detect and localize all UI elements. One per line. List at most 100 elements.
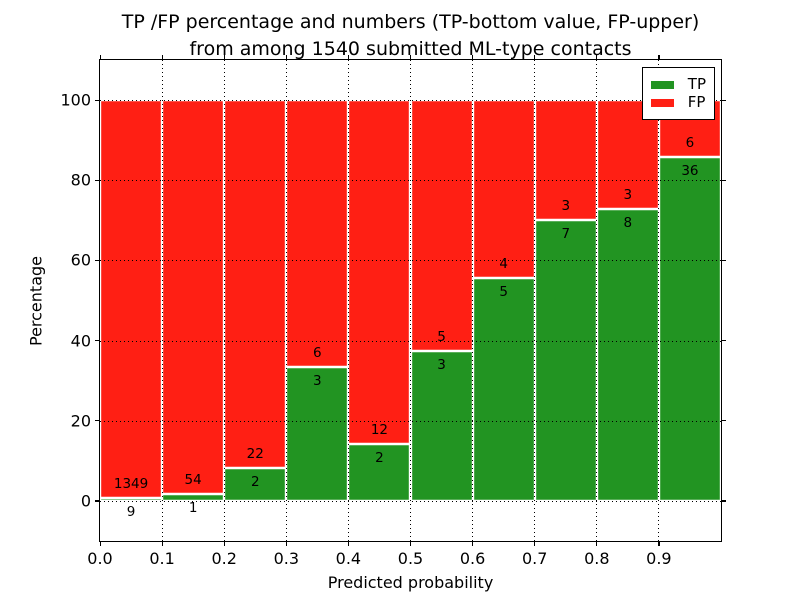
fp-count-label: 3 <box>561 198 571 215</box>
x-axis-label: Predicted probability <box>327 573 494 592</box>
x-tick <box>534 55 536 59</box>
x-tick <box>596 55 598 59</box>
y-tick-label: 60 <box>70 250 91 270</box>
y-axis-label: Percentage <box>26 255 46 346</box>
x-tick <box>410 542 412 546</box>
chart-title-line1: TP /FP percentage and numbers (TP-bottom… <box>121 11 700 33</box>
fp-bar-segment <box>286 100 349 368</box>
x-gridline <box>161 60 163 541</box>
x-tick-label: 0.3 <box>273 549 300 568</box>
tp-bar-segment <box>658 157 721 501</box>
y-tick <box>95 340 99 342</box>
fp-bar-segment <box>224 100 287 468</box>
fp-count-label: 6 <box>685 135 695 152</box>
x-tick <box>658 55 660 59</box>
fp-bar-segment <box>410 100 473 351</box>
y-tick-label: 0 <box>80 491 91 511</box>
tp-count-label: 7 <box>561 226 571 243</box>
y-tick <box>722 179 726 181</box>
tp-count-label: 3 <box>437 356 446 373</box>
fp-bar-segment <box>534 100 597 221</box>
tp-bar-segment <box>348 443 411 501</box>
fp-legend-label: FP <box>687 93 706 111</box>
tp-bar-segment <box>596 209 659 501</box>
x-tick <box>658 542 660 546</box>
y-tick-label: 40 <box>70 331 91 351</box>
fp-count-label: 6 <box>313 345 322 362</box>
fp-bar-segment <box>162 100 225 494</box>
tp-count-label: 1 <box>188 499 198 516</box>
fp-legend-swatch <box>650 98 674 107</box>
x-tick <box>161 55 163 59</box>
fp-bar-segment <box>472 100 535 279</box>
x-gridline <box>410 60 411 541</box>
x-tick <box>223 542 225 546</box>
tp-legend-label: TP <box>687 75 706 93</box>
tp-count-label: 9 <box>126 504 136 521</box>
y-tick-label: 80 <box>70 170 91 190</box>
chart-title: TP /FP percentage and numbers (TP-bottom… <box>100 9 721 63</box>
x-tick-label: 0.1 <box>149 549 175 568</box>
tp-count-label: 2 <box>250 473 260 490</box>
fp-count-label: 22 <box>246 445 264 462</box>
fp-count-label: 12 <box>370 421 389 438</box>
y-tick <box>95 259 99 262</box>
y-tick <box>722 259 726 262</box>
x-gridline <box>596 60 598 541</box>
legend-item-tp: TP <box>650 75 706 93</box>
tp-bar-segment <box>410 350 473 501</box>
tp-count-label: 36 <box>681 163 699 180</box>
tp-count-label: 2 <box>375 449 384 466</box>
y-tick <box>95 99 99 101</box>
x-tick-label: 0.4 <box>335 549 362 568</box>
x-gridline <box>285 60 287 541</box>
x-tick <box>99 55 101 59</box>
tp-bar-segment <box>286 367 349 501</box>
fp-count-label: 4 <box>499 256 508 273</box>
legend-item-fp: FP <box>650 93 706 111</box>
x-gridline <box>472 60 474 541</box>
tp-count-label: 3 <box>313 373 322 390</box>
fp-bar-segment <box>348 100 411 444</box>
x-tick-label: 0.8 <box>584 549 610 568</box>
fp-count-label: 1349 <box>113 476 149 493</box>
x-tick-label: 0.2 <box>211 549 237 568</box>
y-tick <box>95 420 99 422</box>
x-tick <box>472 55 474 59</box>
fp-bar-segment <box>100 100 163 499</box>
tp-bar-segment <box>534 220 597 501</box>
x-gridline <box>223 60 225 541</box>
x-tick-label: 0.0 <box>87 549 113 568</box>
y-tick <box>722 99 726 101</box>
x-tick-label: 0.9 <box>646 549 672 568</box>
x-tick <box>410 55 412 59</box>
tp-bar-segment <box>224 467 287 501</box>
fp-count-label: 54 <box>184 471 202 488</box>
x-gridline <box>658 60 660 541</box>
x-tick <box>285 542 287 546</box>
tp-bar-segment <box>100 498 163 501</box>
x-tick <box>472 542 474 546</box>
x-tick-label: 0.7 <box>521 549 548 568</box>
x-tick <box>161 542 163 546</box>
x-tick <box>223 55 225 59</box>
y-tick <box>95 500 99 502</box>
y-tick-label: 20 <box>70 411 91 431</box>
x-tick-label: 0.5 <box>397 549 424 568</box>
x-tick <box>534 542 536 546</box>
tp-legend-swatch <box>650 80 674 89</box>
y-tick <box>95 179 99 181</box>
x-gridline <box>534 60 536 541</box>
tp-bar-segment <box>162 493 225 501</box>
tp-bar-segment <box>472 278 535 501</box>
fp-count-label: 3 <box>623 187 633 204</box>
x-tick <box>596 542 598 546</box>
x-tick <box>347 542 350 546</box>
x-tick <box>99 542 101 546</box>
tp-count-label: 8 <box>623 215 633 232</box>
y-tick <box>722 420 726 422</box>
x-tick <box>347 55 350 59</box>
plot-area: 1349 9 54 1 22 2 6 3 12 2 5 3 4 5 3 7 3 8 6 36 0.0 0.1 0.2 0.3… <box>27 55 726 592</box>
fp-count-label: 5 <box>437 328 446 345</box>
